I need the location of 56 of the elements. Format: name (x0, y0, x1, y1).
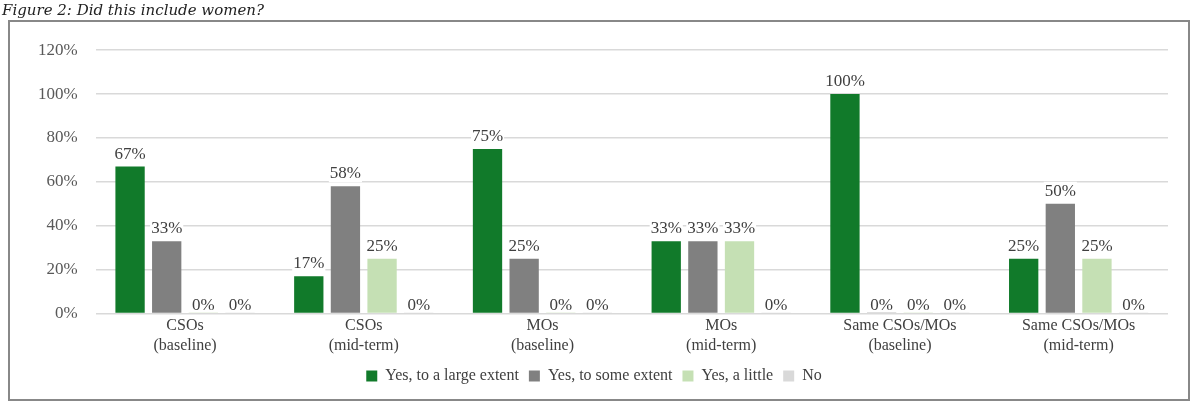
data-label: 0% (407, 294, 431, 314)
data-label: 75% (471, 125, 504, 145)
data-label: 67% (114, 143, 146, 163)
legend-label: Yes, to a large extent (385, 366, 520, 385)
data-label: 50% (1044, 180, 1076, 200)
x-tick-label: CSOs (mid-term) (328, 316, 399, 354)
data-label: 0% (906, 294, 930, 314)
legend-label: Yes, a little (701, 366, 774, 384)
data-label: 25% (1081, 235, 1113, 255)
data-label: 33% (650, 218, 682, 238)
data-label: 0% (764, 294, 788, 314)
y-tick-label: 80% (46, 127, 78, 147)
bar (472, 148, 503, 313)
data-label: 33% (723, 218, 756, 238)
bar (830, 94, 860, 313)
data-label: 0% (549, 294, 573, 314)
data-label: 0% (192, 294, 215, 314)
data-label: 33% (151, 218, 183, 238)
data-label: 25% (366, 235, 398, 255)
x-tick-label: CSOs (baseline) (153, 316, 217, 354)
bar (724, 241, 755, 313)
bar (1045, 203, 1075, 313)
data-label: 25% (508, 235, 540, 255)
bar (688, 241, 718, 313)
bar (1009, 258, 1039, 313)
bar (1082, 258, 1112, 313)
bar (115, 166, 145, 313)
y-tick-label: 60% (46, 171, 78, 191)
data-label: 0% (228, 294, 252, 314)
bar (294, 276, 324, 313)
y-tick-label: 100% (37, 83, 78, 103)
data-label: 33% (687, 218, 719, 238)
legend-label: No (802, 366, 822, 384)
bar (509, 258, 539, 313)
data-label: 0% (586, 294, 609, 314)
data-label: 0% (870, 294, 893, 314)
chart-title: Figure 2: Did this include women? (2, 0, 265, 20)
data-label: 58% (329, 163, 362, 183)
bar (152, 241, 182, 313)
data-label: 0% (943, 294, 967, 314)
data-label: 25% (1008, 235, 1040, 255)
x-tick-label: MOs (mid-term) (686, 316, 757, 354)
y-tick-label: 40% (46, 215, 78, 235)
data-label: 100% (825, 71, 865, 91)
bar (330, 186, 361, 313)
x-tick-label: MOs (baseline) (510, 316, 575, 354)
x-tick-label: Same CSOs/MOs (mid-term) (1021, 316, 1136, 354)
legend-label: Yes, to some extent (547, 366, 674, 384)
bar (651, 241, 681, 313)
data-label: 0% (1122, 294, 1145, 314)
y-tick-label: 0% (54, 303, 78, 323)
bar (367, 258, 397, 313)
y-tick-label: 20% (46, 259, 78, 279)
data-label: 17% (293, 253, 325, 273)
y-tick-label: 120% (37, 39, 78, 59)
x-tick-label: Same CSOs/MOs (baseline) (843, 316, 957, 354)
